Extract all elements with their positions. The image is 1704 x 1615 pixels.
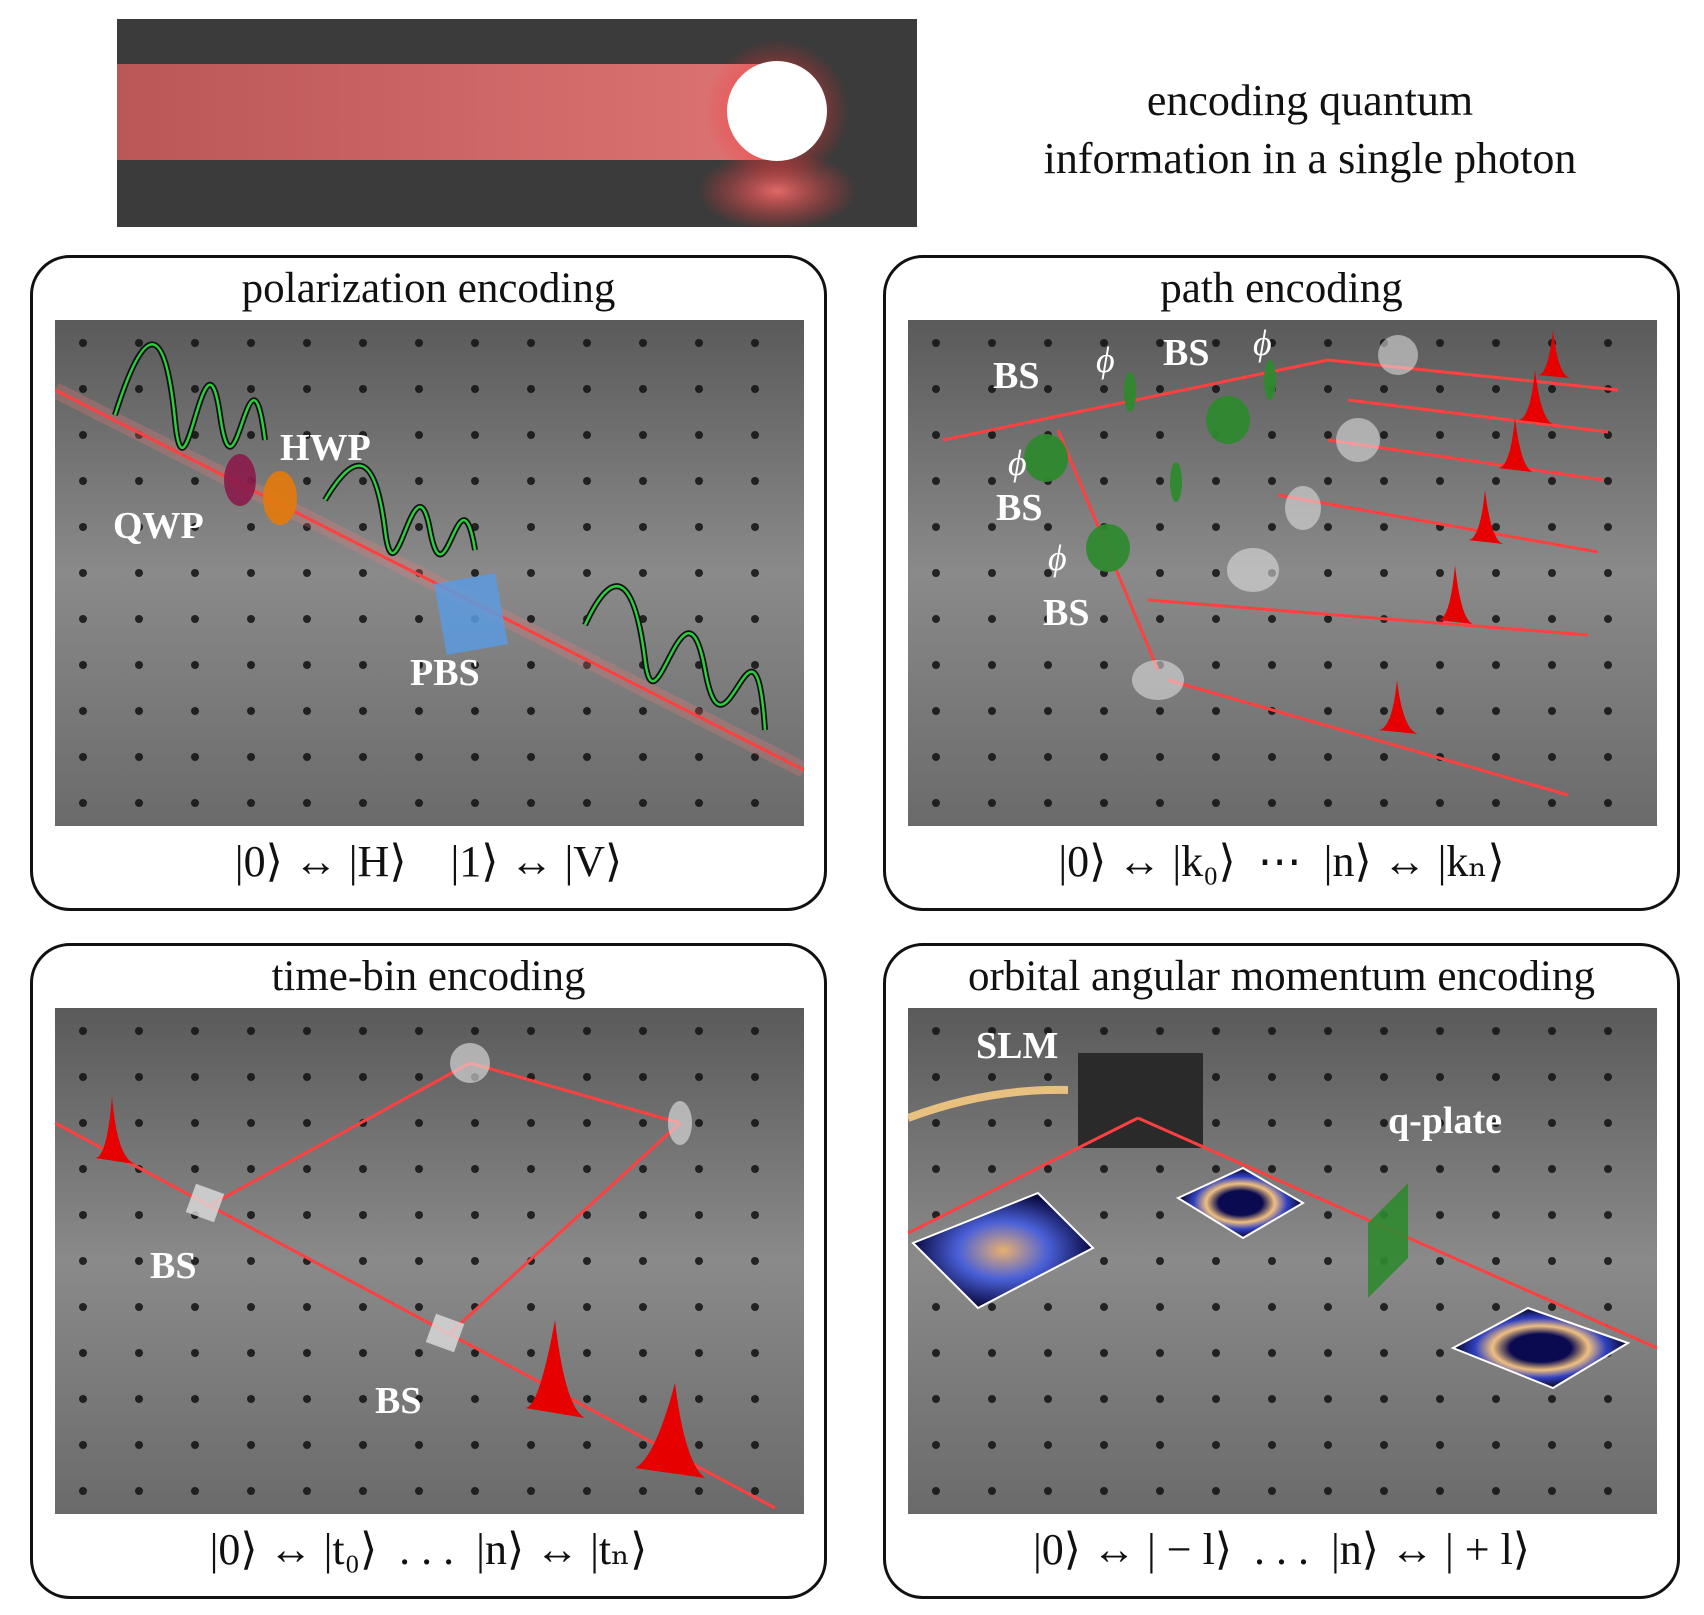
bs-label-1: BS: [993, 355, 1039, 397]
pbs-label: PBS: [410, 652, 480, 694]
panel-title: polarization encoding: [241, 265, 616, 312]
q-plate-label: q-plate: [1388, 1100, 1502, 1142]
bs-label-3: BS: [996, 487, 1042, 529]
phase-label-2: ϕ: [1253, 323, 1272, 363]
polarization-setup-illustration: HWP QWP PBS: [55, 320, 804, 826]
figure-heading: encoding quantum information in a single…: [990, 72, 1630, 188]
photon-streak-illustration: [117, 19, 917, 227]
path-scene: BS BS BS BS ϕ ϕ ϕ ϕ: [908, 320, 1657, 826]
panel-title: time-bin encoding: [271, 953, 586, 1000]
path-formula: |0⟩ ↔ |k₀⟩ ⋯ |n⟩ ↔ |kₙ⟩: [1058, 837, 1505, 886]
heading-line-1: encoding quantum: [1146, 76, 1474, 125]
panel-title: path encoding: [1160, 265, 1403, 312]
polarization-scene: HWP QWP PBS: [55, 320, 804, 826]
heading-line-2: information in a single photon: [1043, 134, 1577, 183]
panel-time-bin-encoding: time-bin encoding BS BS |0⟩ ↔ |t₀⟩ .: [30, 943, 827, 1599]
time-bin-formula: |0⟩ ↔ |t₀⟩ . . . |n⟩ ↔ |tₙ⟩: [209, 1525, 648, 1574]
path-setup-illustration: BS BS BS BS ϕ ϕ ϕ ϕ: [908, 320, 1657, 826]
phase-label-3: ϕ: [1008, 443, 1027, 483]
photon-banner-image: [117, 19, 917, 227]
polarization-formula: |0⟩ ↔ |H⟩ |1⟩ ↔ |V⟩: [234, 837, 623, 886]
phase-label-4: ϕ: [1048, 538, 1067, 578]
hwp-label: HWP: [280, 427, 371, 469]
panel-path-encoding: path encoding: [883, 255, 1680, 911]
bs-label-1: BS: [150, 1245, 196, 1287]
slm-label: SLM: [976, 1025, 1058, 1067]
qwp-label: QWP: [113, 505, 204, 547]
panel-polarization-encoding: polarization encoding: [30, 255, 827, 911]
bs-label-2: BS: [375, 1380, 421, 1422]
oam-formula: |0⟩ ↔ | − l⟩ . . . |n⟩ ↔ | + l⟩: [1033, 1525, 1530, 1574]
time-bin-scene: BS BS: [55, 1008, 804, 1514]
time-bin-setup-illustration: BS BS: [55, 1008, 804, 1514]
oam-scene: SLM q-plate: [908, 1008, 1657, 1514]
bs-label-2: BS: [1163, 332, 1209, 374]
oam-setup-illustration: SLM q-plate: [908, 1008, 1657, 1514]
panel-title: orbital angular momentum encoding: [968, 953, 1595, 1000]
bs-label-4: BS: [1043, 592, 1089, 634]
phase-label-1: ϕ: [1096, 340, 1115, 380]
panel-oam-encoding: orbital angular momentum encoding: [883, 943, 1680, 1599]
